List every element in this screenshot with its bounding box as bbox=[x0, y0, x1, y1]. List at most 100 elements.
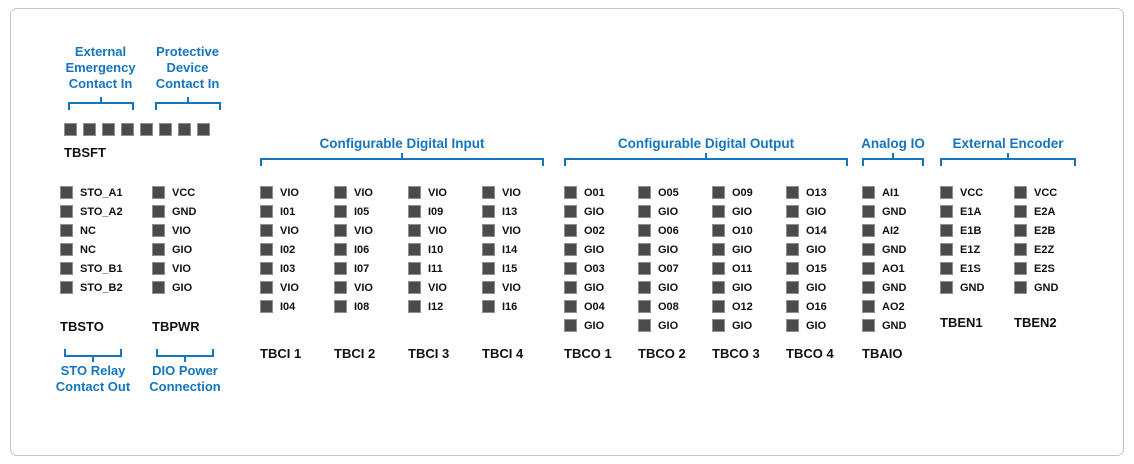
terminal-pin-icon bbox=[159, 123, 172, 136]
group-configurable-digital-output: Configurable Digital Output O01 GIO O02 GIO O… bbox=[564, 136, 848, 361]
pin-label: O09 bbox=[732, 186, 753, 199]
tbsft-annotation-label: External Emergency Contact In bbox=[65, 44, 136, 91]
pin-label: O05 bbox=[658, 186, 679, 199]
terminal-pin-icon bbox=[1014, 205, 1027, 218]
pin-label: GND bbox=[882, 281, 907, 294]
pin-label: O04 bbox=[584, 300, 605, 313]
pin-row: E2Z bbox=[1014, 240, 1076, 259]
block-name: TBCO 4 bbox=[786, 346, 834, 361]
pin-row: GIO bbox=[638, 202, 700, 221]
terminal-pin-icon bbox=[60, 262, 73, 275]
pin-row: O13 bbox=[786, 183, 848, 202]
terminal-pin-icon bbox=[564, 205, 577, 218]
pin-row: GIO bbox=[152, 240, 218, 259]
pin-row: GIO bbox=[712, 240, 774, 259]
pin-label: GIO bbox=[584, 281, 605, 294]
annotation-label: DIO Power Connection bbox=[149, 363, 221, 394]
pin-label: GIO bbox=[658, 243, 679, 256]
pin-label: GIO bbox=[584, 319, 605, 332]
terminal-pin-icon bbox=[564, 243, 577, 256]
pin-label: E2A bbox=[1034, 205, 1056, 218]
pin-label: GIO bbox=[658, 281, 679, 294]
terminal-pin-icon bbox=[60, 224, 73, 237]
pin-label: I06 bbox=[354, 243, 370, 256]
terminal-pin-icon bbox=[482, 186, 495, 199]
pin-row: I02 bbox=[260, 240, 322, 259]
terminal-pin-icon bbox=[638, 319, 651, 332]
tbsft-annotation: External Emergency Contact In bbox=[58, 44, 143, 110]
block-annotation: STO Relay Contact Out bbox=[56, 349, 130, 395]
group-blocks: VIO I01 VIO I02 I03 VIO I04 TBCI 1 VIO I05 VIO I06 I… bbox=[260, 183, 544, 361]
terminal-pin-icon bbox=[638, 300, 651, 313]
terminal-pin-icon bbox=[152, 205, 165, 218]
pin-row: I13 bbox=[482, 202, 544, 221]
terminal-pin-icon bbox=[64, 123, 77, 136]
terminal-pin-icon bbox=[786, 319, 799, 332]
terminal-pin-icon bbox=[638, 224, 651, 237]
terminal-pin-icon bbox=[712, 300, 725, 313]
pin-label: NC bbox=[80, 224, 96, 237]
pin-label: VIO bbox=[172, 262, 191, 275]
pin-list: VIO I01 VIO I02 I03 VIO I04 bbox=[260, 183, 322, 335]
pin-row: GND bbox=[1014, 278, 1076, 297]
pin-row: O05 bbox=[638, 183, 700, 202]
pin-row: GIO bbox=[712, 202, 774, 221]
pin-row: I12 bbox=[408, 297, 470, 316]
pin-row: GIO bbox=[712, 278, 774, 297]
terminal-pin-icon bbox=[638, 281, 651, 294]
pin-label: GND bbox=[882, 319, 907, 332]
terminal-pin-icon bbox=[260, 224, 273, 237]
terminal-block-tbaio: AI1 GND AI2 GND AO1 GND AO2 GND TBAIO bbox=[862, 183, 924, 361]
terminal-pin-icon bbox=[334, 243, 347, 256]
pin-row: VCC bbox=[152, 183, 218, 202]
terminal-pin-icon bbox=[260, 300, 273, 313]
terminal-pin-icon bbox=[940, 186, 953, 199]
brace-stem bbox=[99, 97, 102, 104]
terminal-pin-icon bbox=[482, 281, 495, 294]
pin-row: O15 bbox=[786, 259, 848, 278]
pin-label: VCC bbox=[960, 186, 984, 199]
terminal-pin-icon bbox=[152, 281, 165, 294]
group-blocks: VCC E1A E1B E1Z E1S GND TBEN1 VCC E2A E2B E2Z E2S GN… bbox=[940, 183, 1076, 330]
terminal-pin-icon bbox=[334, 281, 347, 294]
terminal-pin-icon bbox=[334, 224, 347, 237]
terminal-block-tbci-4: VIO I13 VIO I14 I15 VIO I16 TBCI 4 bbox=[482, 183, 544, 361]
pin-label: VIO bbox=[280, 224, 299, 237]
pin-row: O07 bbox=[638, 259, 700, 278]
terminal-pin-icon bbox=[408, 224, 421, 237]
pin-label: VIO bbox=[502, 186, 521, 199]
terminal-pin-icon bbox=[260, 243, 273, 256]
block-name: TBCI 1 bbox=[260, 346, 302, 361]
brace-stem bbox=[892, 153, 894, 160]
pin-row: GND bbox=[862, 240, 924, 259]
pin-label: VIO bbox=[280, 281, 299, 294]
pin-label: I08 bbox=[354, 300, 370, 313]
terminal-block-tbci-3: VIO I09 VIO I10 I11 VIO I12 TBCI 3 bbox=[408, 183, 470, 361]
pin-row: O12 bbox=[712, 297, 774, 316]
pin-label: GIO bbox=[172, 243, 193, 256]
terminal-pin-icon bbox=[786, 281, 799, 294]
terminal-pin-icon bbox=[482, 262, 495, 275]
pin-label: GND bbox=[882, 243, 907, 256]
pin-list: O05 GIO O06 GIO O07 GIO O08 GIO bbox=[638, 183, 700, 335]
terminal-pin-icon bbox=[152, 186, 165, 199]
pin-row: VIO bbox=[408, 278, 470, 297]
block-annotation: DIO Power Connection bbox=[149, 349, 221, 395]
pin-row: E1B bbox=[940, 221, 1002, 240]
pin-row: VIO bbox=[334, 221, 396, 240]
pin-label: E1S bbox=[960, 262, 981, 275]
terminal-pin-icon bbox=[60, 281, 73, 294]
block-name: TBCI 4 bbox=[482, 346, 524, 361]
terminal-pin-icon bbox=[152, 243, 165, 256]
pin-label: STO_A2 bbox=[80, 205, 123, 218]
terminal-pin-icon bbox=[1014, 281, 1027, 294]
safety-power-blocks: STO_A1 STO_A2 NC NC STO_B1 STO_B2 TBSTO STO Rel… bbox=[56, 183, 221, 395]
pin-row: O04 bbox=[564, 297, 626, 316]
terminal-pin-icon bbox=[83, 123, 96, 136]
pin-label: O10 bbox=[732, 224, 753, 237]
pin-row: VIO bbox=[408, 183, 470, 202]
pin-row: VIO bbox=[260, 183, 322, 202]
brace-down bbox=[67, 97, 134, 110]
terminal-block-tbpwr: VCC GND VIO GIO VIO GIO TBPWR DIO Power Connect… bbox=[149, 183, 221, 395]
